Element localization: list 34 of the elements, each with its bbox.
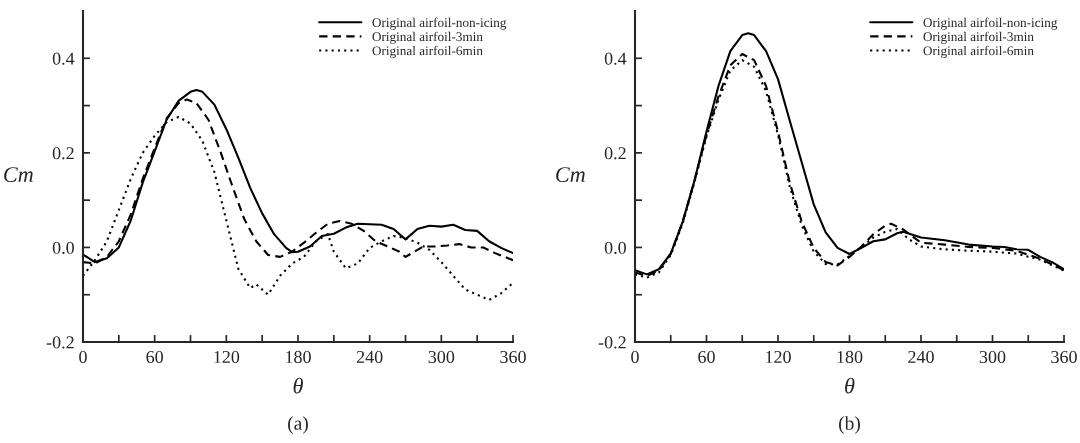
legend-label: Original airfoil-3min [372,31,483,44]
x-tick-label: 60 [146,350,164,364]
x-tick-label: 360 [500,350,526,364]
x-axis-title: θ [845,377,855,394]
x-tick-label: 300 [979,350,1006,364]
x-tick-label: 0 [79,350,87,364]
x-tick-label: 180 [286,350,311,364]
legend-label: Original airfoil-6min [372,45,483,58]
legend-label: Original airfoil-non-icing [923,17,1058,30]
y-tick-label: 0.0 [604,241,626,254]
y-tick-label: 0.2 [604,147,626,160]
x-tick-label: 240 [356,350,383,364]
x-tick-label: 360 [1051,350,1077,364]
legend-label: Original airfoil-3min [923,31,1034,44]
x-tick-label: 120 [214,350,240,364]
x-tick-label: 0 [631,350,639,364]
x-axis-title: θ [293,377,303,394]
x-tick-label: 240 [908,350,934,364]
y-tick-label: -0.2 [598,336,626,349]
y-tick-label: 0.2 [52,147,74,160]
y-tick-label: 0.4 [604,52,627,65]
y-tick-label: -0.2 [46,336,74,349]
x-tick-label: 300 [428,350,455,364]
text: (b) [839,416,860,434]
y-axis-title: Cm [556,167,585,183]
x-tick-label: 60 [698,350,715,364]
y-tick-label: 0.4 [52,52,75,65]
x-tick-label: 120 [766,350,791,364]
y-tick-label: 0.0 [52,241,74,254]
text: (a) [288,416,308,434]
x-tick-label: 180 [837,350,863,364]
legend-label: Original airfoil-6min [923,45,1034,58]
y-axis-title: Cm [4,167,33,183]
legend-label: Original airfoil-non-icing [372,17,507,30]
